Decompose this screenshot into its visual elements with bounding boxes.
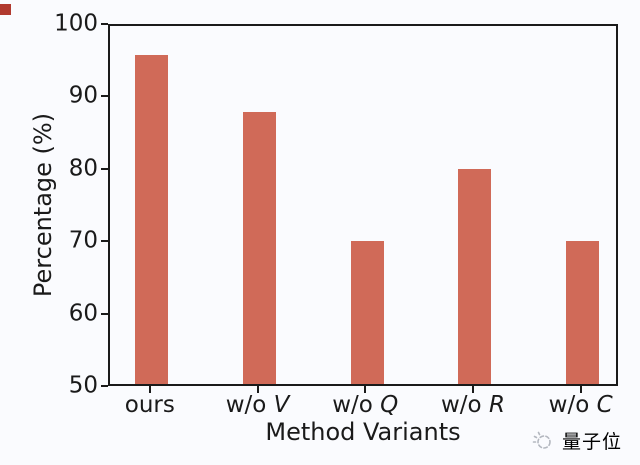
watermark-text: 量子位 bbox=[561, 431, 622, 453]
qbitai-sun-logo-icon bbox=[531, 429, 555, 453]
bar-ours bbox=[135, 54, 169, 384]
y-tick-mark bbox=[101, 23, 108, 25]
plot-area bbox=[108, 24, 618, 386]
x-axis-label: Method Variants bbox=[265, 418, 461, 446]
bars-container bbox=[110, 26, 616, 384]
variable-letter: V bbox=[273, 392, 290, 418]
x-tick-mark bbox=[471, 386, 474, 393]
x-tick-label-w-o-c: w/o C bbox=[548, 392, 613, 418]
variable-letter: R bbox=[488, 392, 505, 418]
y-tick-label-50: 50 bbox=[68, 372, 98, 399]
x-tick-mark bbox=[256, 386, 259, 393]
y-tick-mark bbox=[101, 240, 108, 243]
corner-red-mark bbox=[0, 4, 11, 15]
variable-letter: Q bbox=[380, 392, 399, 418]
x-tick-label-w-o-r: w/o R bbox=[440, 392, 505, 418]
watermark: 量子位 bbox=[531, 427, 622, 454]
y-tick-mark bbox=[101, 385, 108, 387]
x-tick-mark bbox=[148, 386, 151, 393]
bar-w-o-v bbox=[243, 111, 277, 384]
y-axis-label: Percentage (%) bbox=[29, 112, 57, 298]
y-tick-label-80: 80 bbox=[68, 155, 98, 182]
x-tick-label-w-o-q: w/o Q bbox=[332, 392, 399, 418]
bar-w-o-q bbox=[350, 240, 384, 384]
x-tick-label-w-o-v: w/o V bbox=[225, 392, 290, 418]
bar-w-o-c bbox=[566, 240, 600, 384]
y-tick-label-70: 70 bbox=[68, 227, 98, 254]
y-tick-label-90: 90 bbox=[68, 82, 98, 109]
y-tick-mark bbox=[101, 312, 108, 315]
y-tick-mark bbox=[101, 95, 108, 98]
x-tick-mark bbox=[364, 386, 367, 393]
variable-letter: C bbox=[596, 392, 613, 418]
y-tick-label-100: 100 bbox=[54, 10, 98, 37]
x-tick-label-ours: ours bbox=[124, 392, 175, 418]
y-tick-mark bbox=[101, 167, 108, 170]
x-tick-mark bbox=[579, 386, 582, 393]
bar-w-o-r bbox=[458, 169, 492, 384]
y-tick-label-60: 60 bbox=[68, 300, 98, 327]
